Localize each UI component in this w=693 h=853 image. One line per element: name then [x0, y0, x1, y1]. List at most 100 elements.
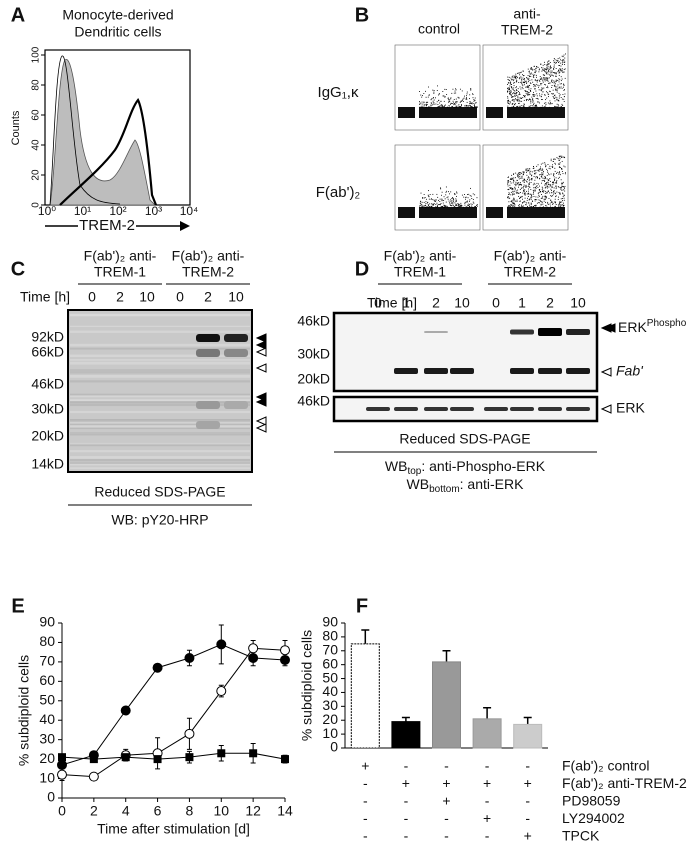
- footer-label: Reduced SDS-PAGE: [399, 431, 530, 447]
- event: [522, 198, 523, 200]
- event: [548, 68, 550, 70]
- event: [515, 98, 517, 100]
- event: [517, 182, 519, 184]
- event: [555, 87, 557, 89]
- event: [553, 158, 554, 160]
- event: [430, 198, 432, 200]
- event: [454, 206, 455, 208]
- event: [531, 171, 533, 173]
- event: [548, 77, 550, 79]
- event: [535, 176, 537, 178]
- treatment-sign: -: [444, 810, 449, 826]
- event: [514, 93, 516, 95]
- event: [531, 67, 533, 69]
- blot-texture: [70, 393, 250, 396]
- event: [530, 68, 532, 70]
- event: [446, 190, 448, 192]
- event: [507, 101, 509, 103]
- event: [443, 100, 445, 102]
- event: [538, 86, 539, 88]
- event: [550, 65, 551, 67]
- panel-title: Dendritic cells: [74, 24, 161, 40]
- y-tick-label: 40: [39, 711, 55, 727]
- event: [534, 187, 536, 189]
- event: [507, 182, 509, 184]
- event: [464, 105, 466, 107]
- event: [539, 93, 540, 95]
- event: [512, 177, 514, 179]
- event: [544, 163, 546, 165]
- event: [541, 67, 542, 69]
- event: [521, 184, 523, 186]
- event: [538, 202, 540, 204]
- lane-label: 10: [228, 289, 244, 305]
- event: [535, 76, 537, 78]
- event: [450, 200, 452, 202]
- y-tick-label: 50: [322, 669, 338, 685]
- event: [553, 201, 555, 203]
- event: [530, 170, 532, 172]
- event: [510, 94, 512, 96]
- lane-label: 2: [432, 295, 440, 311]
- event: [419, 202, 421, 204]
- event: [557, 58, 559, 60]
- event: [555, 90, 557, 92]
- point: [121, 753, 130, 762]
- event: [540, 168, 541, 170]
- event: [423, 205, 425, 207]
- event: [511, 106, 513, 108]
- event: [455, 89, 457, 91]
- band-label-part: ERK: [618, 319, 647, 335]
- event: [524, 178, 526, 180]
- event: [428, 106, 430, 108]
- time-label: Time [h]: [20, 289, 70, 305]
- event: [457, 105, 459, 107]
- event: [458, 205, 460, 206]
- event: [547, 93, 549, 95]
- event: [534, 70, 536, 72]
- event: [525, 170, 527, 171]
- event: [523, 82, 525, 84]
- event: [536, 185, 538, 187]
- event: [547, 66, 549, 68]
- event: [465, 206, 467, 208]
- band: [196, 401, 220, 409]
- event: [510, 79, 512, 81]
- baseline-events: [507, 207, 565, 218]
- event: [509, 102, 511, 104]
- event: [524, 201, 526, 203]
- event: [448, 99, 450, 101]
- y-tick-label: 20: [322, 711, 338, 727]
- event: [547, 78, 549, 80]
- arrowhead: [255, 333, 267, 343]
- event: [536, 93, 538, 95]
- bar: [472, 718, 502, 749]
- event: [542, 203, 544, 205]
- event: [551, 190, 552, 192]
- event: [455, 106, 457, 108]
- event: [559, 64, 561, 66]
- event: [555, 188, 557, 190]
- event: [533, 86, 535, 88]
- event: [548, 70, 550, 72]
- event: [525, 184, 527, 186]
- event: [529, 182, 531, 184]
- treatment-sign: -: [444, 758, 449, 774]
- event: [510, 191, 512, 193]
- event: [556, 182, 558, 184]
- event: [508, 103, 510, 105]
- event: [552, 164, 553, 166]
- event: [430, 104, 432, 106]
- event: [419, 101, 420, 103]
- group-header: F(ab')₂ anti-: [84, 248, 157, 264]
- event: [540, 63, 541, 65]
- event: [522, 96, 524, 98]
- event: [525, 98, 527, 100]
- event: [517, 95, 519, 97]
- event: [468, 206, 470, 208]
- event: [526, 202, 527, 204]
- event: [533, 176, 535, 178]
- event: [533, 193, 535, 195]
- event: [421, 101, 423, 103]
- event: [542, 174, 544, 176]
